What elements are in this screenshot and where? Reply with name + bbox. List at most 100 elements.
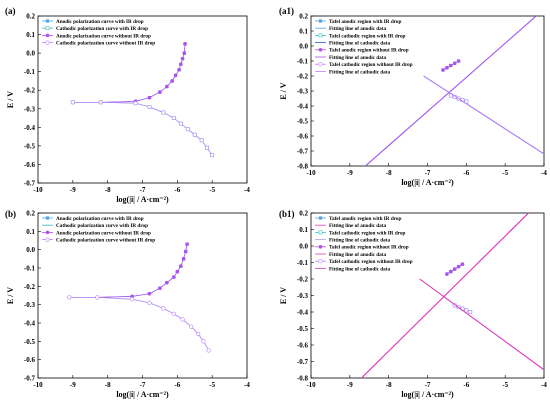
panel-b1: (b1) -10 -9 -8 -7 -6 -5 -4 0.2 0.1 0.0 -0.1 -0.2 -0.3…: [279, 209, 547, 399]
legend-entry: Tafel cathodic region with IR drop: [329, 230, 406, 236]
y-tick-label: -0.4: [24, 320, 36, 328]
panel-b: (b) -10 -9 -8 -7 -6 -5 -4 0.2 0.1 0.0 -0.1 -0.2 -0.3 -…: [5, 209, 250, 399]
data-point: [452, 61, 457, 66]
series-fitting-line-of-cathodic-data: [423, 75, 544, 155]
data-point: [441, 68, 445, 72]
data-point: [185, 127, 190, 132]
legend-swatch-marker: [45, 230, 50, 235]
legend-entry: Cathodic polarization curve without IR d…: [56, 41, 155, 47]
data-point: [98, 100, 103, 105]
series-cathodic-polarization-curve-without-ir-drop: [67, 295, 211, 353]
y-tick-label: 0.1: [299, 28, 308, 36]
x-tick-label: -5: [502, 169, 508, 177]
panel-label: (a): [5, 6, 16, 16]
y-tick-label: -0.1: [297, 259, 309, 267]
data-point: [180, 317, 185, 322]
legend-entry: Tafel anodic region without IR drop: [329, 48, 409, 54]
y-tick-label: -0.2: [24, 283, 36, 291]
panel-a1: (a1) -10 -9 -8 -7 -6 -5 -4 0.2 0.1 0.0 -0.1 -0.2 -0.3…: [279, 6, 547, 187]
y-tick-label: -0.6: [297, 133, 309, 141]
data-point: [449, 63, 453, 68]
x-tick-label: -8: [105, 381, 111, 389]
legend-swatch-marker: [318, 33, 323, 38]
data-point: [196, 331, 201, 337]
legend-entry: Fitting line of cathodic data: [329, 69, 391, 75]
series-fitting-line-of-anodic-data: [361, 213, 529, 378]
y-tick-label: 0.0: [26, 246, 35, 254]
data-point: [158, 286, 162, 290]
data-point: [180, 56, 185, 61]
y-tick-label: -0.1: [24, 68, 36, 76]
legend-entry: Tafel anodic region with IR drop: [329, 19, 402, 25]
data-point: [70, 100, 75, 105]
data-point: [460, 262, 465, 266]
x-tick-label: -4: [244, 381, 250, 389]
y-tick-label: -0.8: [297, 375, 309, 383]
data-point: [182, 51, 187, 55]
data-point: [175, 269, 180, 274]
data-point: [165, 280, 169, 285]
x-tick-label: -10: [33, 186, 43, 194]
data-point: [210, 153, 215, 158]
data-point: [133, 101, 138, 106]
data-point: [445, 65, 449, 70]
data-point: [199, 138, 204, 143]
y-axis-title: E / V: [6, 287, 15, 304]
x-tick-label: -5: [209, 381, 215, 389]
legend-swatch-marker: [45, 33, 50, 38]
x-tick-label: -5: [502, 381, 508, 389]
legend-entry: Fitting line of anodic data: [329, 252, 386, 258]
data-point: [464, 308, 469, 313]
y-tick-label: -0.8: [297, 163, 309, 171]
y-tick-label: -0.4: [297, 103, 309, 111]
y-tick-label: -0.2: [24, 87, 36, 95]
x-tick-label: -5: [209, 186, 215, 194]
y-tick-label: -0.5: [297, 118, 309, 126]
y-tick-label: 0.2: [26, 210, 35, 218]
y-axis-title: E / V: [279, 287, 288, 304]
legend-entry: Fitting line of cathodic data: [329, 41, 391, 47]
data-point: [189, 324, 194, 329]
data-point: [468, 309, 473, 315]
y-axis-title: E / V: [279, 82, 288, 99]
legend-entry: Tafel anodic region with IR drop: [329, 216, 402, 222]
series-line: [419, 278, 544, 371]
y-tick-label: -0.2: [297, 73, 309, 81]
plot-data: [70, 42, 215, 158]
panel-label: (b): [5, 209, 16, 219]
y-tick-label: -0.7: [297, 358, 309, 366]
legend-swatch-marker: [45, 237, 50, 242]
legend-swatch-marker: [45, 216, 50, 220]
x-tick-label: -6: [174, 186, 180, 194]
data-point: [456, 59, 461, 63]
data-point: [165, 84, 169, 89]
x-axis-title: log(|i| / A·cm⁻²): [401, 390, 454, 399]
panel-a: (a) -10 -9 -8 -7 -6 -5 -4 0.2 0.1 0.0 -0.1 -0.2 -0.3 -…: [5, 6, 250, 204]
y-tick-label: -0.3: [297, 292, 309, 300]
y-tick-label: 0.1: [26, 228, 35, 236]
data-point: [147, 95, 152, 100]
y-tick-label: -0.7: [297, 148, 309, 156]
data-point: [129, 297, 135, 302]
data-point: [206, 348, 211, 353]
plot-data: [365, 16, 544, 166]
legend-swatch-marker: [318, 48, 323, 52]
y-tick-label: -0.4: [297, 309, 309, 317]
series-cathodic-polarization-curve-without-ir-drop: [70, 100, 215, 158]
legend-swatch-marker: [45, 26, 50, 31]
data-point: [171, 311, 176, 316]
data-point: [456, 264, 461, 269]
data-point: [172, 275, 176, 279]
data-point: [170, 79, 174, 83]
y-tick-label: 0.0: [299, 43, 308, 51]
x-axis-title: log(|i| / A·cm⁻²): [116, 195, 169, 204]
plot-data: [67, 242, 211, 353]
data-point: [177, 68, 181, 72]
x-tick-label: -9: [70, 381, 76, 389]
y-tick-label: 0.0: [26, 50, 35, 58]
legend-entry: Cathodic polarization curve with IR drop: [56, 223, 148, 229]
series-tafel-anodic-region-without-ir-drop: [445, 262, 465, 276]
data-point: [178, 121, 183, 126]
y-tick-label: -0.6: [24, 356, 36, 364]
y-tick-label: -0.5: [24, 142, 36, 150]
